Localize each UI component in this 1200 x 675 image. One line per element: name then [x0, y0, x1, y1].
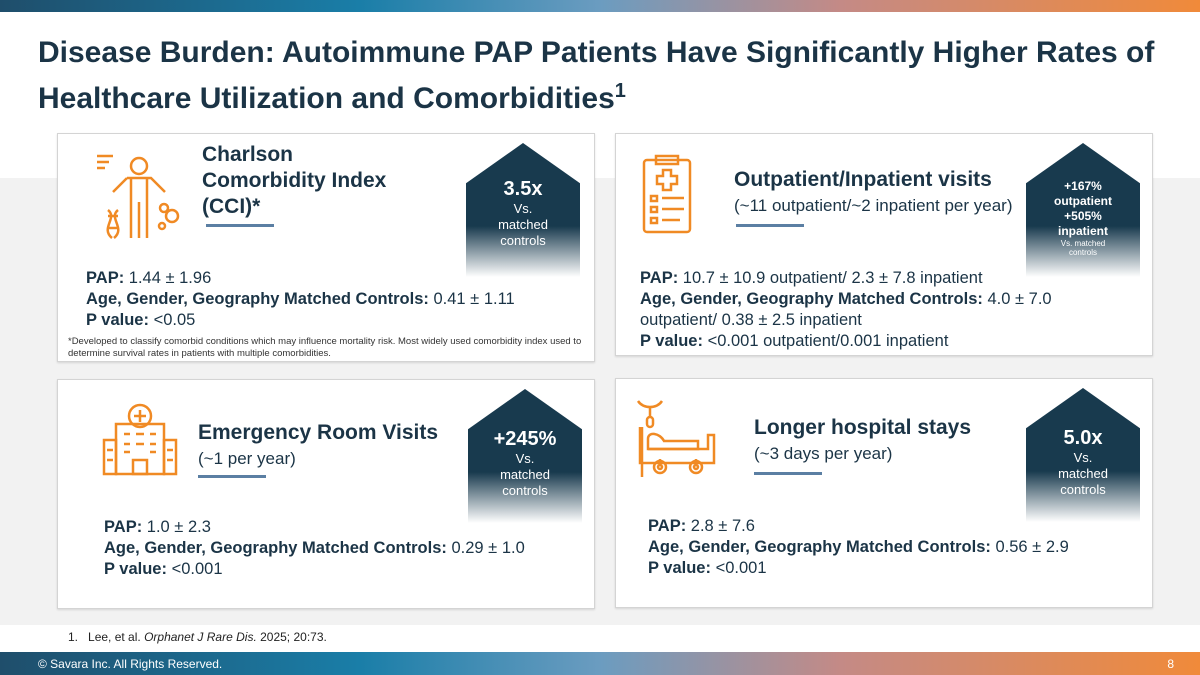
- human-body-dna-icon: [97, 154, 180, 239]
- stats-block: PAP: 1.44 ± 1.96 Age, Gender, Geography …: [86, 269, 515, 329]
- reference-citation: 1. Lee, et al. Orphanet J Rare Dis. 2025;…: [68, 630, 327, 644]
- card-heading: Charlson Comorbidity Index (CCI)*: [202, 143, 387, 218]
- heading-underline: [754, 472, 822, 475]
- heading-underline: [736, 224, 804, 227]
- stat-badge: +167% outpatient +505% inpatient Vs. mat…: [1026, 143, 1140, 277]
- card-heading: Longer hospital stays (~3 days per year): [754, 416, 972, 463]
- heading-underline: [206, 224, 274, 227]
- stat-badge: 5.0x Vs. matched controls: [1026, 388, 1140, 522]
- footer-bar: © Savara Inc. All Rights Reserved. 8: [0, 652, 1200, 675]
- card-er-visits: Emergency Room Visits (~1 per year) +245%…: [57, 379, 595, 609]
- card-visits: Outpatient/Inpatient visits (~11 outpatie…: [615, 133, 1153, 356]
- card-heading: Emergency Room Visits (~1 per year): [198, 421, 439, 468]
- stat-badge: +245% Vs. matched controls: [468, 389, 582, 523]
- card-cci: Charlson Comorbidity Index (CCI)* 3.5x V…: [57, 133, 595, 362]
- page-title: Disease Burden: Autoimmune PAP Patients …: [38, 36, 1155, 115]
- hospital-building-icon: [102, 403, 178, 476]
- card-heading: Outpatient/Inpatient visits (~11 outpatie…: [734, 168, 1013, 215]
- top-gradient-bar: [0, 0, 1200, 12]
- stat-badge: 3.5x Vs. matched controls: [466, 143, 580, 277]
- stats-block: PAP: 2.8 ± 7.6 Age, Gender, Geography Ma…: [648, 517, 1069, 577]
- page-number: 8: [1167, 657, 1174, 671]
- copyright: © Savara Inc. All Rights Reserved.: [38, 657, 223, 671]
- heading-underline: [198, 475, 266, 478]
- hospital-bed-icon: [636, 400, 716, 477]
- cci-footnote: *Developed to classify comorbid conditio…: [68, 336, 582, 359]
- stats-block: PAP: 1.0 ± 2.3 Age, Gender, Geography Ma…: [104, 518, 525, 578]
- card-hospital-stays: Longer hospital stays (~3 days per year) …: [615, 378, 1153, 608]
- clipboard-medical-icon: [642, 154, 692, 234]
- stats-block: PAP: 10.7 ± 10.9 outpatient/ 2.3 ± 7.8 i…: [640, 269, 1052, 350]
